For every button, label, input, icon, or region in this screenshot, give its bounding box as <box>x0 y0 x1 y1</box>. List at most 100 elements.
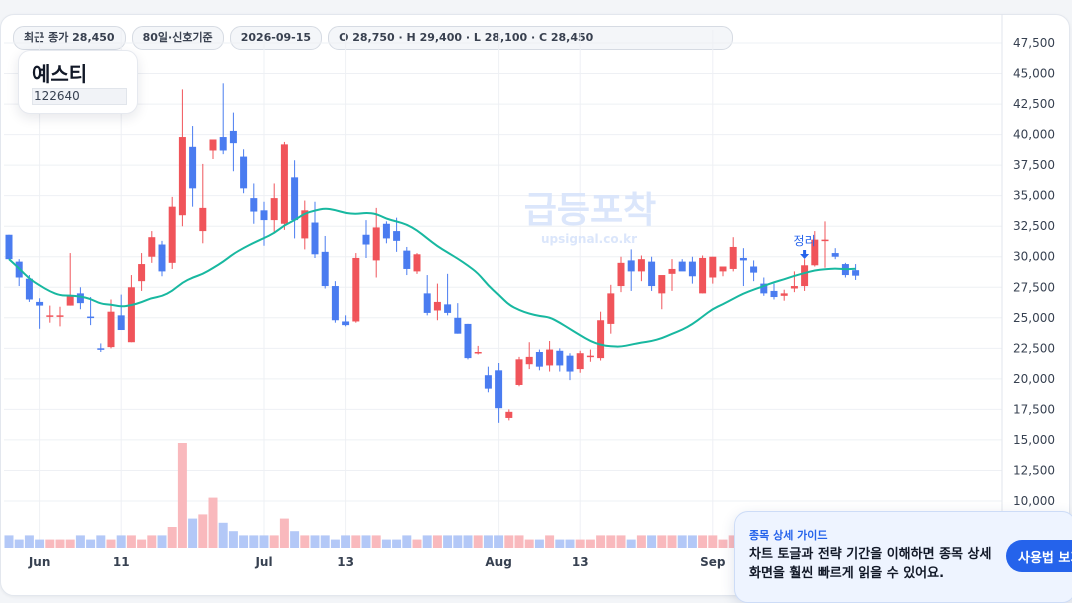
candle <box>597 311 605 361</box>
volume-bar <box>667 535 677 548</box>
candle <box>321 235 329 289</box>
y-tick-label: 20,000 <box>1013 372 1055 386</box>
candle-body <box>76 293 84 304</box>
candle-body <box>342 321 350 326</box>
candle <box>250 183 258 224</box>
candle <box>729 237 737 272</box>
candle <box>474 345 482 355</box>
volume-bar <box>606 535 616 548</box>
candle-body <box>648 261 656 287</box>
candlestick-chart[interactable]: 47,500 45,000 42,500 40,000 37,500 35,000 32,5… <box>0 0 1072 579</box>
candle-body <box>658 275 666 294</box>
volume-bar <box>504 535 514 548</box>
candle-body <box>5 234 13 260</box>
candle <box>546 341 554 372</box>
y-tick-label: 27,500 <box>1013 280 1055 294</box>
candle-body <box>321 251 329 287</box>
candle <box>66 253 74 306</box>
volume-bar <box>249 535 259 548</box>
volume-bar <box>626 539 636 548</box>
candle-body <box>270 198 278 221</box>
candle <box>240 149 248 194</box>
volume-bar <box>228 531 238 548</box>
candle <box>403 246 411 276</box>
volume-bar <box>330 539 340 548</box>
candle-body <box>556 350 564 366</box>
volume-bar <box>402 535 412 548</box>
candle <box>127 275 135 343</box>
volume-bar <box>585 539 595 548</box>
candle <box>852 264 860 280</box>
volume-bar <box>392 539 402 548</box>
volume-bar <box>647 535 657 548</box>
guide-button[interactable]: 사용법 보기 <box>1006 540 1072 572</box>
candle <box>209 139 217 160</box>
volume-bar <box>14 539 24 548</box>
ohlc-pill: O 28,750 · H 29,400 · L 28,100 · C 28,45… <box>328 26 733 50</box>
candle <box>688 256 696 284</box>
volume-bar <box>728 535 738 548</box>
candle <box>219 83 227 155</box>
volume-bar <box>177 443 187 548</box>
candle-body <box>484 375 492 389</box>
candle <box>535 349 543 371</box>
volume-bar <box>55 539 65 548</box>
candle <box>576 350 584 373</box>
volume-bar <box>514 535 524 548</box>
x-tick-label: 11 <box>113 555 130 569</box>
volume-bar <box>157 535 167 548</box>
candle-body <box>189 146 197 189</box>
candle <box>444 273 452 316</box>
candle-body <box>535 351 543 367</box>
candle <box>56 306 64 327</box>
candle <box>841 262 849 278</box>
candle-body <box>444 304 452 313</box>
volume-bar <box>86 539 96 548</box>
candle <box>821 221 829 268</box>
candle <box>5 234 13 260</box>
volume-bar <box>259 535 269 548</box>
candle-body <box>127 287 135 343</box>
volume-bar <box>453 535 463 548</box>
volume-bar <box>698 535 708 548</box>
candle-body <box>199 207 207 232</box>
signal-annotation-label: 정리 <box>794 234 816 248</box>
candle-body <box>525 356 533 365</box>
volume-bar <box>300 535 310 548</box>
candle <box>362 220 370 258</box>
y-tick-label: 12,500 <box>1013 463 1055 477</box>
period-pill[interactable]: 80일·신호기준 <box>131 26 224 50</box>
stock-card: 예스티 122640 <box>18 50 138 114</box>
candle-body <box>209 139 217 151</box>
volume-bar <box>45 539 55 548</box>
candle <box>178 89 186 227</box>
guide-card[interactable]: 종목 상세 가이드 차트 토글과 전략 기간을 이해하면 종목 상세 화면을 훨… <box>734 511 1072 603</box>
y-tick-label: 10,000 <box>1013 494 1055 508</box>
y-tick-label: 37,500 <box>1013 158 1055 172</box>
candle-body <box>352 257 360 322</box>
volume-bar <box>96 535 106 548</box>
candle <box>382 221 390 244</box>
candle <box>301 200 309 250</box>
candle-body <box>770 290 778 298</box>
volume-bar <box>483 535 493 548</box>
candle <box>525 342 533 370</box>
candle <box>189 126 197 207</box>
volume-bar <box>167 527 177 548</box>
candle-body <box>627 260 635 272</box>
candle-body <box>586 355 594 358</box>
volume-bar <box>708 535 718 548</box>
candle <box>87 297 95 326</box>
candle-body <box>240 156 248 189</box>
candle <box>46 305 54 323</box>
candles <box>5 83 860 423</box>
x-tick-label: Sep <box>700 555 726 569</box>
volume-bar <box>4 535 14 548</box>
candle-body <box>495 370 503 409</box>
candle-body <box>107 311 115 348</box>
candle-body <box>515 359 523 385</box>
volume-bar <box>555 539 565 548</box>
volume-bar <box>147 535 157 548</box>
volume-bar <box>718 539 728 548</box>
watermark-brand: 급등포착 <box>524 190 656 231</box>
